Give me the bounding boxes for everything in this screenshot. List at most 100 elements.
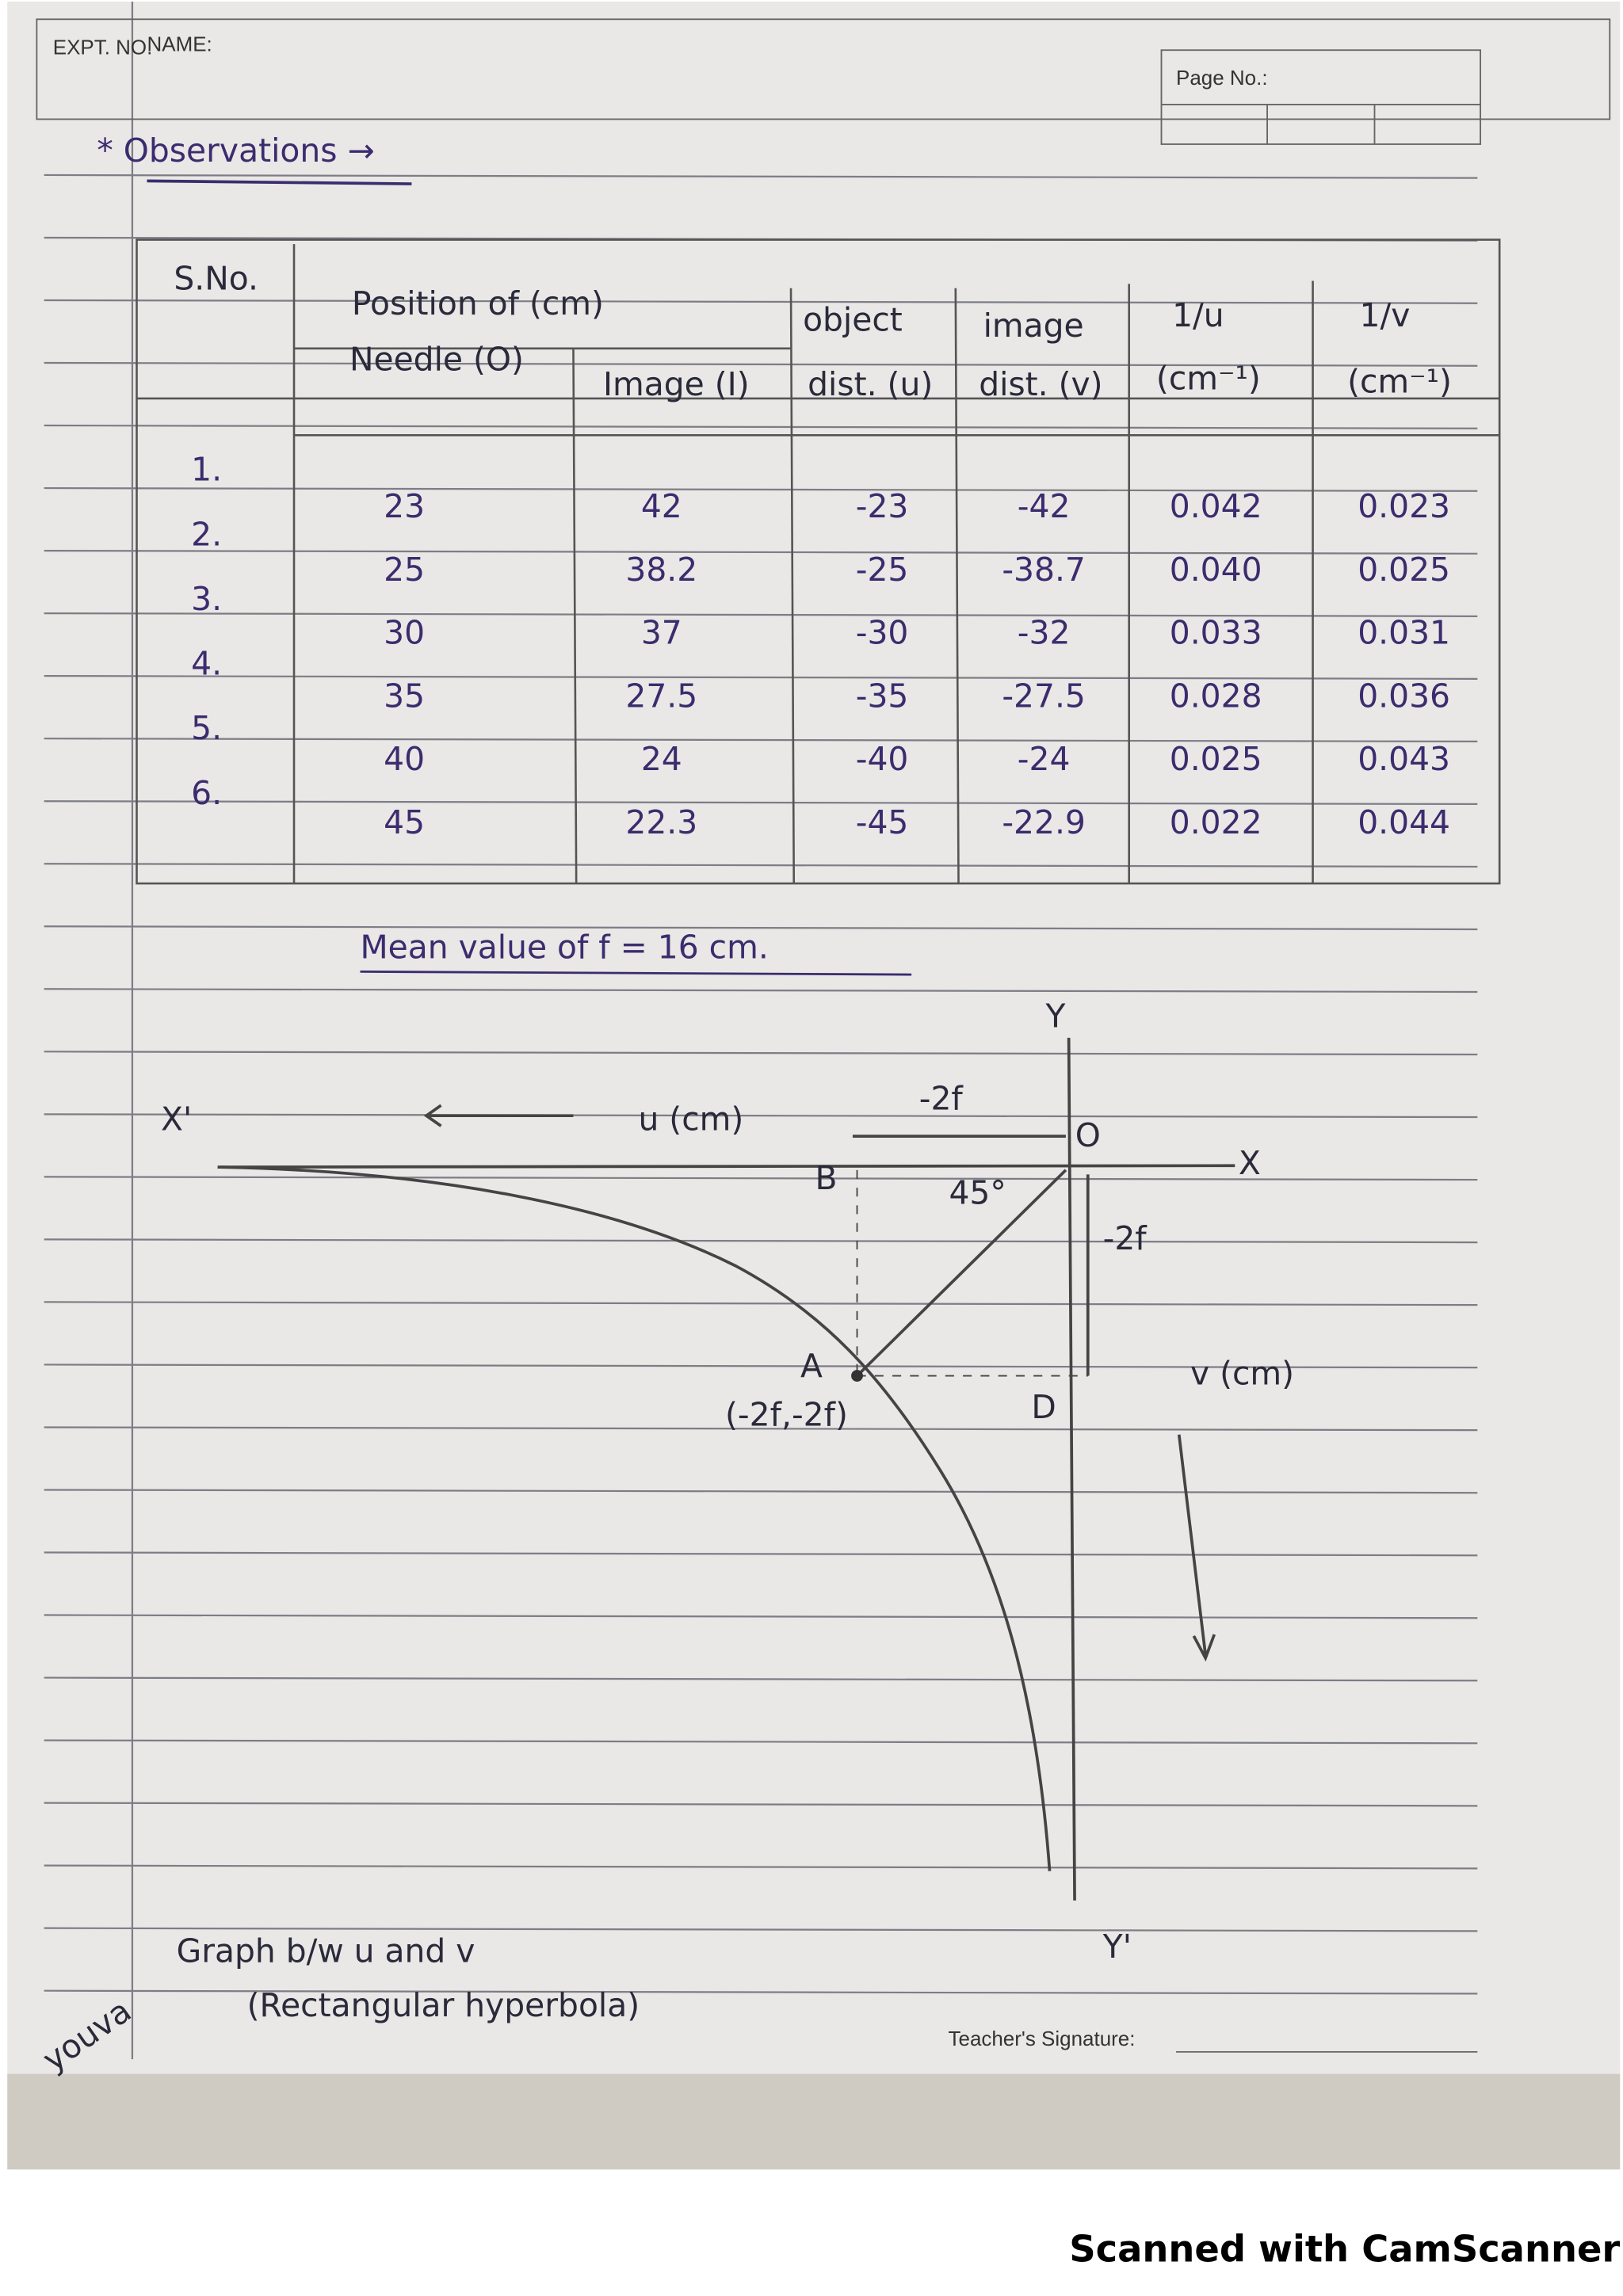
- serial-number: 4.: [191, 645, 222, 683]
- rule-line: [44, 800, 1478, 806]
- table-header: image: [983, 307, 1084, 345]
- title: * Observations →: [97, 132, 374, 170]
- rule-line: [44, 486, 1478, 492]
- rule-line: [44, 1176, 1478, 1181]
- table-cell: 23: [384, 487, 425, 525]
- title-underline: [147, 179, 412, 185]
- rule-line: [44, 1676, 1478, 1682]
- rule-line: [44, 988, 1478, 994]
- graph-label: (-2f,-2f): [725, 1395, 848, 1433]
- expt-no: EXPT. NO.: [53, 35, 153, 59]
- table-cell: 45: [384, 803, 425, 841]
- v-arrow: [1177, 1434, 1208, 1656]
- table-cell: 40: [384, 740, 425, 778]
- rule-line: [44, 424, 1478, 429]
- graph-label: Y: [1044, 997, 1065, 1035]
- table-cell: 0.025: [1358, 551, 1450, 589]
- table-header: 1/v: [1360, 296, 1411, 334]
- serial-number: 1.: [191, 451, 222, 489]
- graph-label: B: [815, 1159, 838, 1197]
- table-cell: -22.9: [1002, 803, 1086, 841]
- table-cell: -23: [856, 487, 909, 525]
- table-cell: -35: [856, 677, 909, 715]
- rule-line: [44, 174, 1478, 179]
- rule-line: [44, 1238, 1478, 1244]
- table-header: (cm⁻¹): [1156, 360, 1261, 398]
- table-cell: 0.036: [1358, 677, 1450, 715]
- rule-line: [44, 299, 1478, 304]
- table-col: [789, 288, 796, 884]
- graph-label: Y': [1102, 1928, 1132, 1966]
- table-cell: 0.033: [1170, 614, 1262, 652]
- graph-label: -2f: [1103, 1219, 1148, 1257]
- rule-line: [44, 675, 1478, 680]
- header-box: [36, 18, 1611, 120]
- table-cell: 22.3: [625, 803, 697, 841]
- serial-number: 2.: [191, 515, 222, 553]
- table-cell: 27.5: [625, 677, 697, 715]
- rule-line: [44, 549, 1478, 555]
- table-cell: 0.044: [1358, 803, 1450, 841]
- rule-line: [44, 1802, 1478, 1807]
- y-axis: [1067, 1037, 1076, 1901]
- graph-label: D: [1031, 1388, 1056, 1426]
- table-header: S.No.: [174, 260, 258, 298]
- rule-line: [44, 361, 1478, 367]
- table-header: Image (I): [603, 365, 750, 403]
- table-border: [136, 238, 1501, 885]
- paper-edge: [7, 2073, 1621, 2170]
- graph-label: A: [800, 1347, 823, 1385]
- table-cell: 0.042: [1170, 487, 1262, 525]
- rule-line: [44, 1864, 1478, 1870]
- page-no: Page No.:: [1176, 66, 1268, 90]
- rule-line: [44, 1113, 1478, 1119]
- table-cell: 24: [641, 740, 682, 778]
- table-cell: -38.7: [1002, 551, 1086, 589]
- name-label: NAME:: [147, 32, 212, 56]
- table-cell: 37: [641, 614, 682, 652]
- table-header: 1/u: [1172, 296, 1224, 334]
- ruled-lines: [44, 174, 1478, 1995]
- table-header: Position of (cm): [352, 284, 604, 322]
- scanner-watermark: Scanned with CamScanner: [1069, 2228, 1620, 2271]
- table-cell: -40: [856, 740, 909, 778]
- table-cell: -30: [856, 614, 909, 652]
- table-col: [572, 348, 578, 884]
- rule-line: [44, 1614, 1478, 1619]
- rule-line: [44, 1051, 1478, 1056]
- table-cell: -24: [1018, 740, 1071, 778]
- table-cell: 0.028: [1170, 677, 1262, 715]
- table-header: dist. (v): [979, 365, 1102, 403]
- graph-label: -2f: [919, 1080, 964, 1118]
- table-cell: 35: [384, 677, 425, 715]
- rule-line: [44, 1739, 1478, 1745]
- page-no-box: [1160, 49, 1481, 145]
- diagonal: [856, 1169, 1067, 1377]
- graph-label: v (cm): [1190, 1355, 1294, 1393]
- rule-line: [44, 1363, 1478, 1369]
- table-header: dist. (u): [808, 365, 933, 403]
- table-cell: 38.2: [625, 551, 697, 589]
- mean-value: Mean value of f = 16 cm.: [360, 929, 768, 967]
- graph-label: X': [161, 1100, 192, 1138]
- table-cell: 0.022: [1170, 803, 1262, 841]
- rule-line: [44, 1426, 1478, 1432]
- table-col: [954, 288, 960, 884]
- point-a: [851, 1370, 863, 1382]
- rule-line: [44, 1301, 1478, 1306]
- graph-label: 45°: [949, 1173, 1006, 1211]
- x-axis: [217, 1164, 1235, 1169]
- rule-line: [44, 1551, 1478, 1557]
- table-cell: 0.040: [1170, 551, 1262, 589]
- table-cell: 42: [641, 487, 682, 525]
- graph-caption: Graph b/w u and v: [177, 1932, 475, 1970]
- rule-line: [44, 1927, 1478, 1932]
- table-cell: -32: [1018, 614, 1071, 652]
- rule-line: [44, 863, 1478, 868]
- graph-caption: (Rectangular hyperbola): [247, 1986, 640, 2024]
- rule-line: [44, 738, 1478, 742]
- table-cell: 0.031: [1358, 614, 1450, 652]
- graph-label: u (cm): [638, 1100, 743, 1138]
- table-header: (cm⁻¹): [1347, 362, 1452, 400]
